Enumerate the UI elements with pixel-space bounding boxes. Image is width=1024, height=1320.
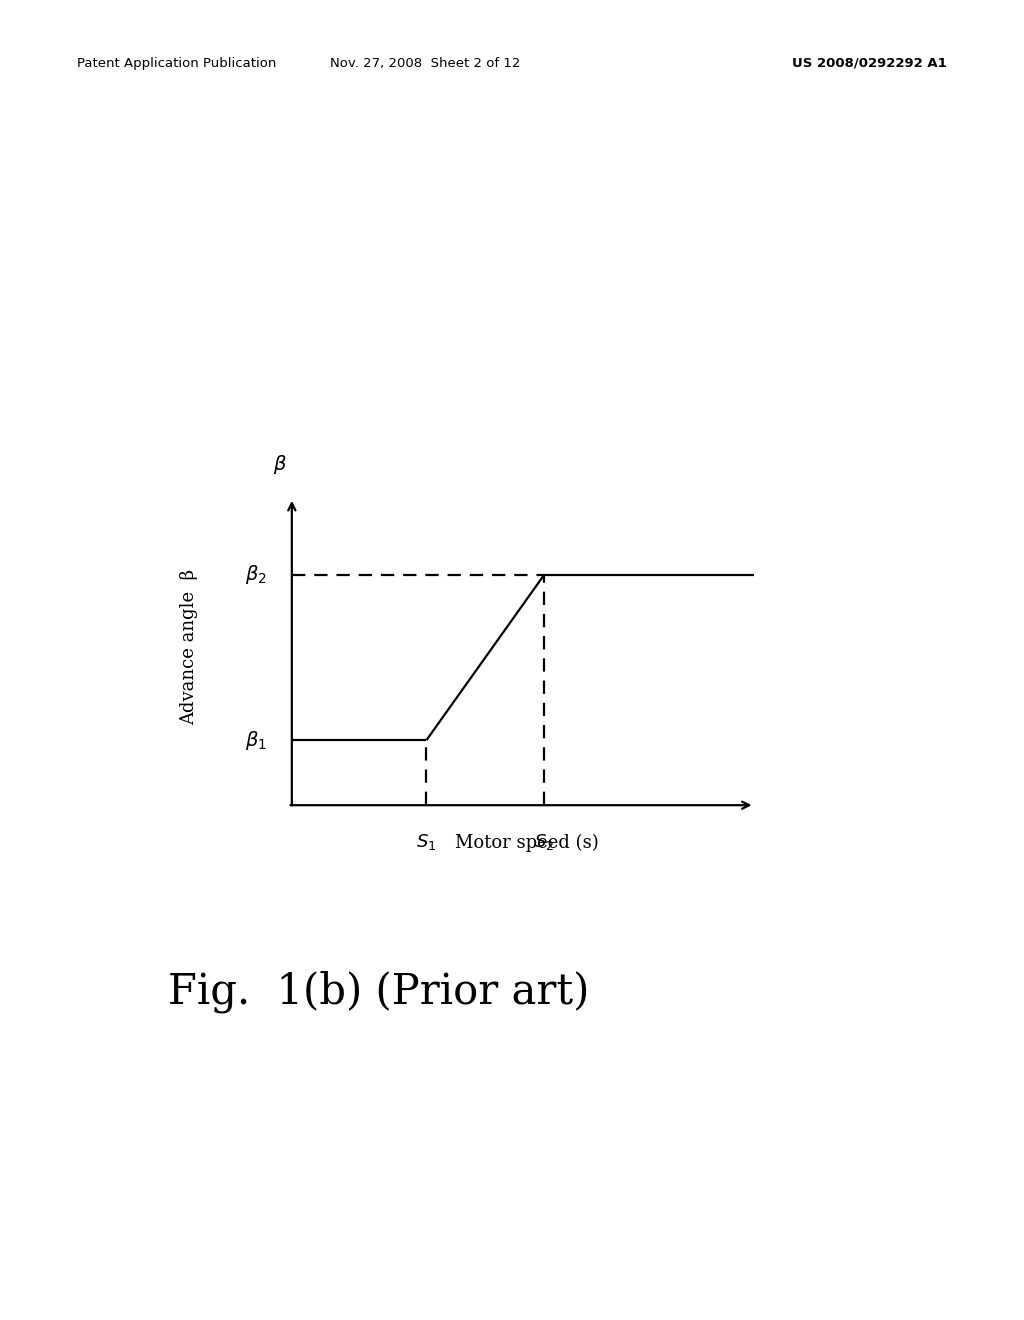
Text: $\beta_2$: $\beta_2$ xyxy=(245,564,266,586)
Text: Nov. 27, 2008  Sheet 2 of 12: Nov. 27, 2008 Sheet 2 of 12 xyxy=(330,57,520,70)
Text: Fig.  1(b) (Prior art): Fig. 1(b) (Prior art) xyxy=(168,970,590,1012)
Text: $S_2$: $S_2$ xyxy=(535,832,554,851)
Text: Motor speed (s): Motor speed (s) xyxy=(456,834,599,853)
Text: $\beta$: $\beta$ xyxy=(273,453,287,477)
Text: Patent Application Publication: Patent Application Publication xyxy=(77,57,276,70)
Text: Advance angle  β: Advance angle β xyxy=(180,569,199,725)
Text: $\beta_1$: $\beta_1$ xyxy=(245,729,266,751)
Text: $S_1$: $S_1$ xyxy=(417,832,436,851)
Text: US 2008/0292292 A1: US 2008/0292292 A1 xyxy=(793,57,947,70)
